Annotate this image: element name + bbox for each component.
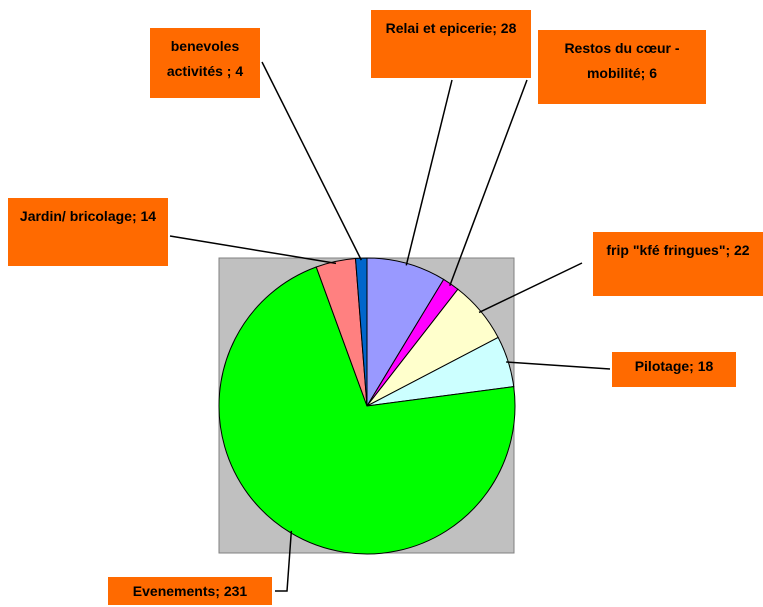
leader-line [261,61,362,261]
data-label: benevoles activités ; 4 [150,28,260,98]
data-label: frip "kfé fringues"; 22 [593,232,763,296]
leader-line [405,79,453,266]
leader-line [169,235,337,265]
data-label: Restos du cœur - mobilité; 6 [538,30,706,104]
data-label: Pilotage; 18 [612,352,736,387]
data-label: Evenements; 231 [108,577,272,605]
leader-line [275,530,293,592]
leader-line [478,262,583,314]
pie-slice [218,266,516,555]
leader-line [506,361,611,370]
pie-slice [354,257,368,407]
leader-line [449,79,528,287]
data-label: Relai et epicerie; 28 [371,10,531,78]
data-label: Jardin/ bricolage; 14 [8,198,168,266]
